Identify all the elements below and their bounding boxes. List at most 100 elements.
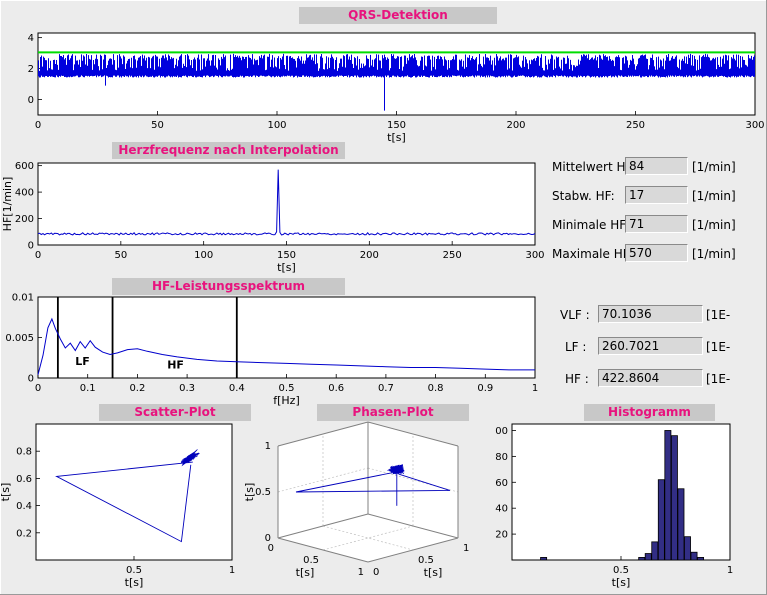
spectrum-plot: 0 0.1 0.2 0.3 0.4 0.5 0.6 0.7 0.8 0.9 1 0 0.005 0.01 f…	[5, 293, 538, 408]
svg-text:0.005: 0.005	[5, 333, 34, 344]
svg-text:t[s]: t[s]	[125, 576, 144, 589]
svg-text:t[s]: t[s]	[612, 576, 631, 589]
svg-text:0.5: 0.5	[418, 555, 434, 566]
hr-plot-title-text: Herzfrequenz nach Interpolation	[118, 143, 339, 157]
histogram-plot-title: Histogramm	[584, 404, 715, 421]
svg-text:200: 200	[506, 120, 525, 131]
svg-text:f[Hz]: f[Hz]	[273, 394, 300, 407]
svg-text:100: 100	[267, 120, 286, 131]
hf-unit: [1E-	[706, 372, 731, 386]
svg-text:200: 200	[360, 250, 379, 261]
svg-text:0: 0	[35, 250, 41, 261]
svg-text:300: 300	[745, 120, 764, 131]
vlf-value[interactable]: 70.1036	[598, 305, 703, 323]
spectrum-plot-title-text: HF-Leistungsspektrum	[152, 279, 305, 293]
svg-text:0.2: 0.2	[129, 383, 145, 394]
svg-text:200: 200	[15, 214, 34, 225]
svg-text:0.5: 0.5	[613, 565, 629, 576]
svg-text:300: 300	[525, 250, 544, 261]
stat-max-value[interactable]: 570	[625, 244, 688, 262]
svg-text:1: 1	[229, 565, 235, 576]
stat-min-unit: [1/min]	[692, 218, 736, 232]
svg-text:t[s]: t[s]	[424, 566, 443, 579]
stat-min-value[interactable]: 71	[625, 215, 688, 233]
svg-text:0.8: 0.8	[16, 447, 32, 458]
svg-text:80: 80	[495, 452, 508, 463]
svg-text:0.01: 0.01	[12, 293, 34, 304]
svg-text:40: 40	[495, 504, 508, 515]
hf-value[interactable]: 422.8604	[598, 369, 703, 387]
svg-text:600: 600	[15, 161, 34, 172]
lf-unit: [1E-	[706, 340, 731, 354]
lf-label: LF :	[565, 340, 587, 354]
stat-max-value-text: 570	[629, 246, 652, 260]
qrs-plot: 0 50 100 150 200 250 300 0 2 4 t[s]	[28, 32, 765, 144]
svg-text:HF: HF	[167, 358, 184, 371]
svg-text:0.2: 0.2	[16, 528, 32, 539]
vlf-unit: [1E-	[706, 308, 731, 322]
svg-text:t[s]: t[s]	[387, 131, 406, 144]
vlf-label: VLF :	[560, 308, 590, 322]
stat-mean-unit: [1/min]	[692, 160, 736, 174]
stat-max-label: Maximale HF:	[552, 247, 633, 261]
svg-text:0.4: 0.4	[16, 501, 32, 512]
svg-text:LF: LF	[75, 355, 90, 368]
svg-text:50: 50	[114, 250, 127, 261]
svg-text:20: 20	[495, 530, 508, 541]
lf-value-text: 260.7021	[602, 339, 660, 353]
hr-plot-title: Herzfrequenz nach Interpolation	[112, 142, 345, 159]
hr-plot: 0 50 100 150 200 250 300 0 200 400 600 t[s] HF[1/min…	[1, 161, 545, 274]
vlf-value-text: 70.1036	[602, 307, 652, 321]
svg-text:0: 0	[35, 383, 41, 394]
scatter-plot-title: Scatter-Plot	[99, 404, 251, 421]
svg-text:2: 2	[28, 64, 34, 75]
svg-text:0.8: 0.8	[428, 383, 444, 394]
lf-value[interactable]: 260.7021	[598, 337, 703, 355]
histogram-plot: 0.5 1 20 40 60 80 100 t[s]	[495, 423, 733, 589]
svg-text:400: 400	[15, 188, 34, 199]
stat-mean-label: Mittelwert HF:	[552, 160, 636, 174]
phase-plot-title-text: Phasen-Plot	[352, 405, 434, 419]
svg-text:0: 0	[373, 567, 379, 578]
svg-text:150: 150	[387, 120, 406, 131]
stat-mean-value[interactable]: 84	[625, 157, 688, 175]
svg-text:150: 150	[277, 250, 296, 261]
stat-std-value[interactable]: 17	[625, 186, 688, 204]
svg-text:0.5: 0.5	[303, 555, 319, 566]
svg-text:1: 1	[358, 567, 364, 578]
qrs-plot-title: QRS-Detektion	[299, 7, 497, 24]
svg-text:60: 60	[495, 478, 508, 489]
hf-label: HF :	[565, 372, 589, 386]
svg-text:0.5: 0.5	[126, 565, 142, 576]
svg-text:0.7: 0.7	[378, 383, 394, 394]
svg-text:t[s]: t[s]	[296, 566, 315, 579]
stat-std-value-text: 17	[629, 188, 645, 202]
scatter-plot: 0.5 1 0.2 0.4 0.6 0.8 t[s] t[s]	[0, 423, 235, 589]
stat-min-value-text: 71	[629, 217, 645, 231]
stat-min-label: Minimale HF:	[552, 218, 630, 232]
phase-plot-title: Phasen-Plot	[317, 404, 469, 421]
svg-text:0: 0	[35, 120, 41, 131]
svg-text:0.4: 0.4	[229, 383, 245, 394]
svg-text:t[s]: t[s]	[277, 261, 296, 274]
svg-text:100: 100	[495, 426, 508, 437]
stat-std-label: Stabw. HF:	[552, 189, 615, 203]
scatter-plot-title-text: Scatter-Plot	[134, 405, 216, 419]
svg-text:0: 0	[265, 533, 271, 544]
svg-text:HF[1/min]: HF[1/min]	[1, 177, 14, 232]
svg-text:0: 0	[28, 374, 34, 385]
svg-text:0.6: 0.6	[328, 383, 344, 394]
svg-text:0.5: 0.5	[255, 487, 271, 498]
svg-text:1: 1	[463, 543, 469, 554]
svg-text:t[s]: t[s]	[245, 483, 256, 502]
svg-text:0.6: 0.6	[16, 474, 32, 485]
stat-max-unit: [1/min]	[692, 247, 736, 261]
hf-value-text: 422.8604	[602, 371, 660, 385]
stat-std-unit: [1/min]	[692, 189, 736, 203]
svg-text:250: 250	[626, 120, 645, 131]
svg-text:0.9: 0.9	[477, 383, 493, 394]
svg-text:50: 50	[151, 120, 164, 131]
svg-text:100: 100	[194, 250, 213, 261]
